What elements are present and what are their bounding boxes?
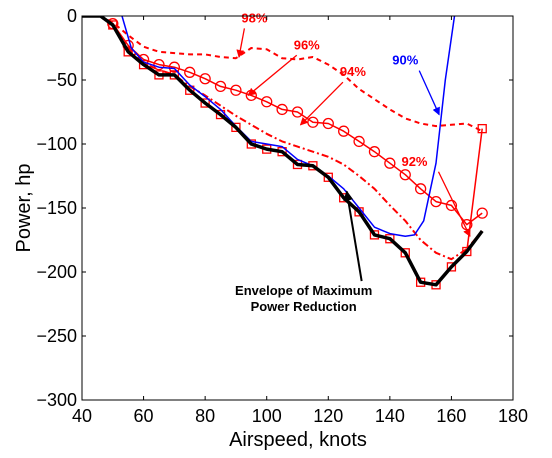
series-marker-s96 [230, 84, 242, 96]
series-marker-s96 [184, 66, 196, 78]
series-marker-s96 [476, 207, 488, 219]
y-tick-label: −150 [36, 198, 77, 218]
annotation-arrow-a92 [437, 171, 471, 238]
x-tick-label: 160 [436, 406, 466, 426]
y-tick-label: 0 [67, 6, 77, 26]
series-marker-s96 [338, 125, 350, 137]
x-tick-label: 180 [498, 406, 528, 426]
annotation-label-a94: 94% [340, 64, 366, 79]
annotation-arrow-aenv [343, 190, 363, 282]
x-tick-label: 100 [252, 406, 282, 426]
series-marker-s96 [214, 80, 227, 93]
plot-area [82, 16, 513, 400]
y-tick-label: −250 [36, 326, 77, 346]
series-line-s98 [82, 16, 483, 133]
series-marker-s96 [399, 169, 411, 181]
annotation-label-aenv-line2: Power Reduction [251, 299, 357, 314]
x-tick-label: 60 [134, 406, 154, 426]
y-tick-label: −300 [36, 390, 77, 410]
annotation-arrow-a90 [418, 70, 440, 116]
series-marker-s96 [430, 195, 442, 208]
y-axis-title: Power, hp [13, 164, 35, 253]
series-marker-s96 [168, 61, 181, 73]
x-tick-label: 140 [375, 406, 405, 426]
series-line-s90 [121, 16, 456, 237]
x-axis-title: Airspeed, knots [229, 429, 367, 451]
series-marker-s96 [414, 183, 427, 195]
annotation-label-aenv: Envelope of Maximum [235, 283, 372, 298]
y-tick-label: −200 [36, 262, 77, 282]
series-layer [82, 16, 488, 290]
series-marker-s96 [445, 199, 458, 212]
x-tick-label: 40 [72, 406, 92, 426]
annotation-label-a96: 96% [294, 37, 320, 52]
annotation-layer: 98% 96% 94% 90% 92% Envelope of MaximumPower … [235, 10, 471, 314]
series-marker-s96 [353, 135, 365, 148]
series-marker-s92 [323, 172, 333, 182]
series-marker-s92 [446, 262, 457, 272]
series-marker-s92 [477, 123, 487, 134]
series-marker-s92 [231, 122, 241, 133]
series-marker-s96 [291, 106, 304, 118]
series-marker-s92 [400, 248, 410, 258]
series-marker-s92 [185, 85, 195, 95]
series-line-envelope [82, 16, 484, 287]
series-marker-s92 [138, 59, 149, 70]
series-marker-s96 [261, 96, 273, 108]
x-tick-label: 80 [195, 406, 215, 426]
y-tick-label: −100 [36, 134, 77, 154]
series-marker-s96 [199, 73, 211, 85]
series-marker-s92 [123, 47, 133, 57]
series-marker-s92 [200, 98, 210, 108]
series-marker-s96 [322, 117, 334, 130]
series-marker-s96 [276, 103, 288, 116]
annotation-label-a90: 90% [392, 53, 418, 68]
y-tick-label: −50 [46, 70, 77, 90]
annotation-arrow-a96 [247, 54, 298, 96]
series-marker-s96 [384, 157, 396, 169]
tick-layer: 40 60 80 100 120 140 160 180 0 −50 −100 −150 −200 −25… [36, 6, 528, 426]
series-marker-s92 [462, 246, 472, 257]
annotation-arrow-a94 [299, 81, 344, 126]
series-marker-s92 [108, 20, 118, 30]
series-marker-s96 [368, 146, 381, 158]
annotation-arrow-a98 [236, 28, 246, 58]
annotation-label-a98: 98% [241, 10, 267, 25]
x-tick-label: 120 [313, 406, 343, 426]
annotation-label-a92: 92% [401, 154, 427, 169]
